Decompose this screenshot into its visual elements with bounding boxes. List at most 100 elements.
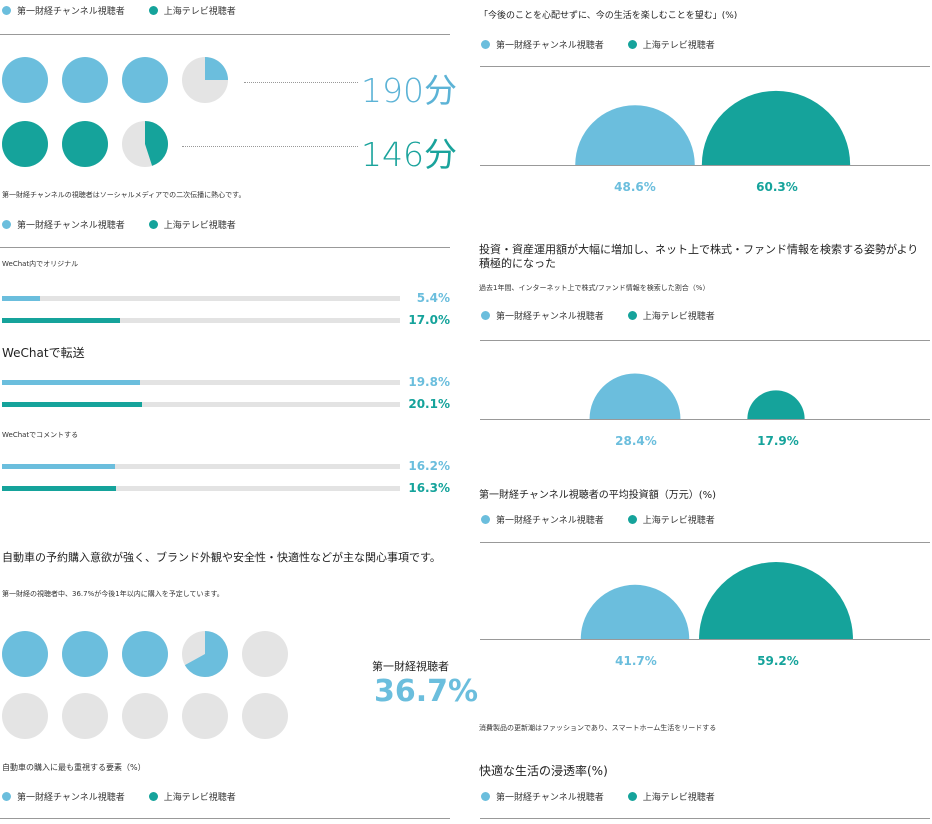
legend-viewing: 第一財経チャンネル視聴者 上海テレビ視聴者 [2, 4, 260, 17]
legend-item-a: 第一財経チャンネル視聴者 [2, 4, 125, 17]
legend-item-a: 第一財経チャンネル視聴者 [481, 790, 604, 803]
divider [0, 34, 450, 35]
legend-dot-b [148, 6, 158, 15]
legend-dot-b [148, 220, 158, 229]
viewing-note: 第一財経チャンネルの視聴者はソーシャルメディアでの二次伝播に熱心です。 [2, 191, 246, 199]
viewing-a-pie-4 [182, 57, 228, 103]
legend-label-b: 上海テレビ視聴者 [642, 516, 715, 526]
legend-item-a: 第一財経チャンネル視聴者 [481, 309, 604, 322]
legend-label-a: 第一財経チャンネル視聴者 [496, 312, 604, 322]
q3-value-b: 59.2% [757, 654, 799, 668]
legend-q3: 第一財経チャンネル視聴者 上海テレビ視聴者 [481, 513, 739, 526]
legend-dot-b [627, 792, 637, 801]
bar-track [2, 318, 400, 323]
viewing-pie-icons [2, 57, 228, 167]
q3-semicircle-chart [480, 562, 930, 640]
auto-pie-6 [2, 693, 48, 739]
divider [480, 66, 930, 67]
q3-value-a: 41.7% [615, 654, 657, 668]
legend-label-a: 第一財経チャンネル視聴者 [496, 41, 604, 51]
legend-auto: 第一財経チャンネル視聴者 上海テレビ視聴者 [2, 790, 260, 803]
legend-item-b: 上海テレビ視聴者 [627, 790, 715, 803]
auto-pie-icons [2, 631, 288, 739]
legend-label-b: 上海テレビ視聴者 [642, 793, 715, 803]
value-forward-a: 19.8% [408, 375, 450, 389]
leader-dots-a [244, 82, 358, 83]
social-label-forward: WeChatで転送 [2, 346, 85, 360]
auto-pie-8 [122, 693, 168, 739]
q2-value-a: 28.4% [615, 434, 657, 448]
auto-value: 36.7% [374, 674, 479, 709]
q1-value-a: 48.6% [614, 180, 656, 194]
q1-title: 「今後のことを心配せずに、今の生活を楽しむことを望む」(%) [479, 11, 738, 21]
legend-item-a: 第一財経チャンネル視聴者 [481, 513, 604, 526]
divider [480, 340, 930, 341]
legend-label-a: 第一財経チャンネル視聴者 [17, 793, 125, 803]
legend-label-a: 第一財経チャンネル視聴者 [17, 221, 125, 231]
legend-q4: 第一財経チャンネル視聴者 上海テレビ視聴者 [481, 790, 739, 803]
legend-label-a: 第一財経チャンネル視聴者 [496, 516, 604, 526]
q3-semicircle-b [699, 562, 853, 639]
viewing-value-b: 146分 [361, 135, 457, 174]
viewing-a-pie-1 [2, 57, 48, 103]
legend-dot-b [627, 40, 637, 49]
viewing-value-a: 190分 [361, 71, 457, 110]
legend-label-b: 上海テレビ視聴者 [642, 312, 715, 322]
q2-title-line2: 積極的になった [479, 257, 556, 270]
auto-pie-5 [242, 631, 288, 677]
legend-dot-a [2, 220, 11, 229]
q4-title: 快適な生活の浸透率(%) [479, 764, 608, 778]
legend-label-b: 上海テレビ視聴者 [163, 221, 236, 231]
q1-semicircle-chart [480, 90, 930, 166]
auto-label: 第一財経視聴者 [372, 660, 449, 673]
social-label-original: WeChat内でオリジナル [2, 260, 79, 268]
q2-note: 過去1年間、インターネット上で株式/ファンド情報を検索した割合（%） [479, 284, 710, 292]
q3-semicircle-a [580, 584, 690, 639]
legend-dot-a [2, 6, 11, 15]
legend-dot-b [627, 515, 637, 524]
viewing-b-pie-2 [62, 121, 108, 167]
bar-original-a [2, 296, 40, 301]
bar-track [2, 380, 400, 385]
bar-comment-a [2, 464, 115, 469]
q2-title: 投資・資産運用額が大幅に増加し、ネット上で株式・ファンド情報を検索する姿勢がより [479, 243, 919, 256]
bar-forward-b [2, 402, 142, 407]
auto-note: 第一財経の視聴者中、36.7%が今後1年以内に購入を予定しています。 [2, 590, 224, 598]
legend-label-a: 第一財経チャンネル視聴者 [17, 7, 125, 17]
legend-item-b: 上海テレビ視聴者 [627, 309, 715, 322]
q3-title: 第一財経チャンネル視聴者の平均投資額（万元）(%) [479, 490, 717, 501]
auto-pie-2 [62, 631, 108, 677]
bar-comment-b [2, 486, 116, 491]
legend-item-b: 上海テレビ視聴者 [148, 218, 236, 231]
bar-track [2, 464, 400, 469]
q2-value-b: 17.9% [757, 434, 799, 448]
bar-track [2, 486, 400, 491]
legend-dot-a [481, 515, 490, 524]
divider [0, 818, 450, 819]
legend-dot-a [2, 792, 11, 801]
legend-social: 第一財経チャンネル視聴者 上海テレビ視聴者 [2, 218, 260, 231]
bar-forward-a [2, 380, 140, 385]
viewing-b-pie-1 [2, 121, 48, 167]
legend-item-b: 上海テレビ視聴者 [627, 38, 715, 51]
auto-pie-1 [2, 631, 48, 677]
bar-original-b [2, 318, 121, 323]
q2-semicircle-chart [480, 373, 930, 420]
legend-label-b: 上海テレビ視聴者 [163, 7, 236, 17]
viewing-b-pie-3 [122, 121, 168, 167]
legend-label-b: 上海テレビ視聴者 [163, 793, 236, 803]
q4-note: 消費製品の更新潮はファッションであり、スマートホーム生活をリードする [479, 724, 717, 732]
bar-track [2, 296, 400, 301]
q1-semicircle-b [701, 90, 851, 165]
legend-dot-b [148, 792, 158, 801]
auto-pie-9 [182, 693, 228, 739]
auto-pie-4 [182, 631, 228, 677]
legend-dot-b [627, 311, 637, 320]
auto-pie-7 [62, 693, 108, 739]
social-label-comment: WeChatでコメントする [2, 431, 79, 439]
value-original-a: 5.4% [416, 291, 450, 305]
legend-q1: 第一財経チャンネル視聴者 上海テレビ視聴者 [481, 38, 739, 51]
legend-dot-a [481, 311, 490, 320]
leader-dots-b [182, 146, 358, 147]
q1-value-b: 60.3% [756, 180, 798, 194]
